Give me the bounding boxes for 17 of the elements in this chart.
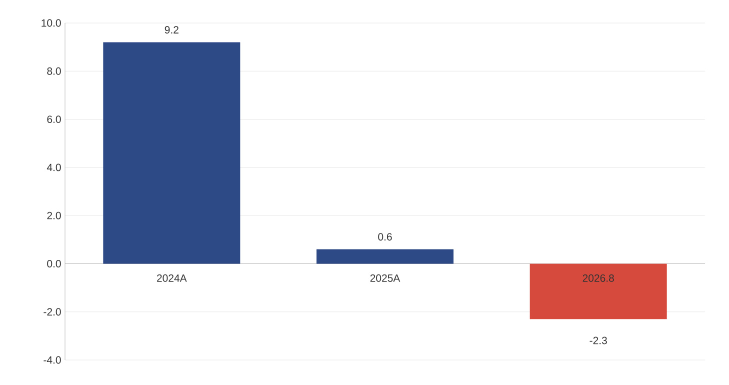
y-tick-label: 4.0 xyxy=(46,164,61,172)
y-tick-label: -2.0 xyxy=(44,308,61,316)
y-tick-label: 8.0 xyxy=(47,67,61,75)
y-tick-label: 0.0 xyxy=(47,260,61,268)
x-tick-label: 2024A xyxy=(157,274,187,282)
bar xyxy=(530,264,667,320)
x-tick-label: 2026.8 xyxy=(582,274,614,282)
data-label: 9.2 xyxy=(164,26,178,34)
bar xyxy=(316,249,454,264)
bar xyxy=(103,42,240,264)
data-label: 0.6 xyxy=(378,233,392,241)
y-tick-label: 10.0 xyxy=(42,19,61,27)
y-tick-label: 2.0 xyxy=(47,212,61,220)
y-tick-label: 6.0 xyxy=(47,116,61,124)
data-label: -2.3 xyxy=(590,336,607,344)
y-tick-label: -4.0 xyxy=(44,356,61,364)
x-tick-label: 2025A xyxy=(370,274,400,282)
